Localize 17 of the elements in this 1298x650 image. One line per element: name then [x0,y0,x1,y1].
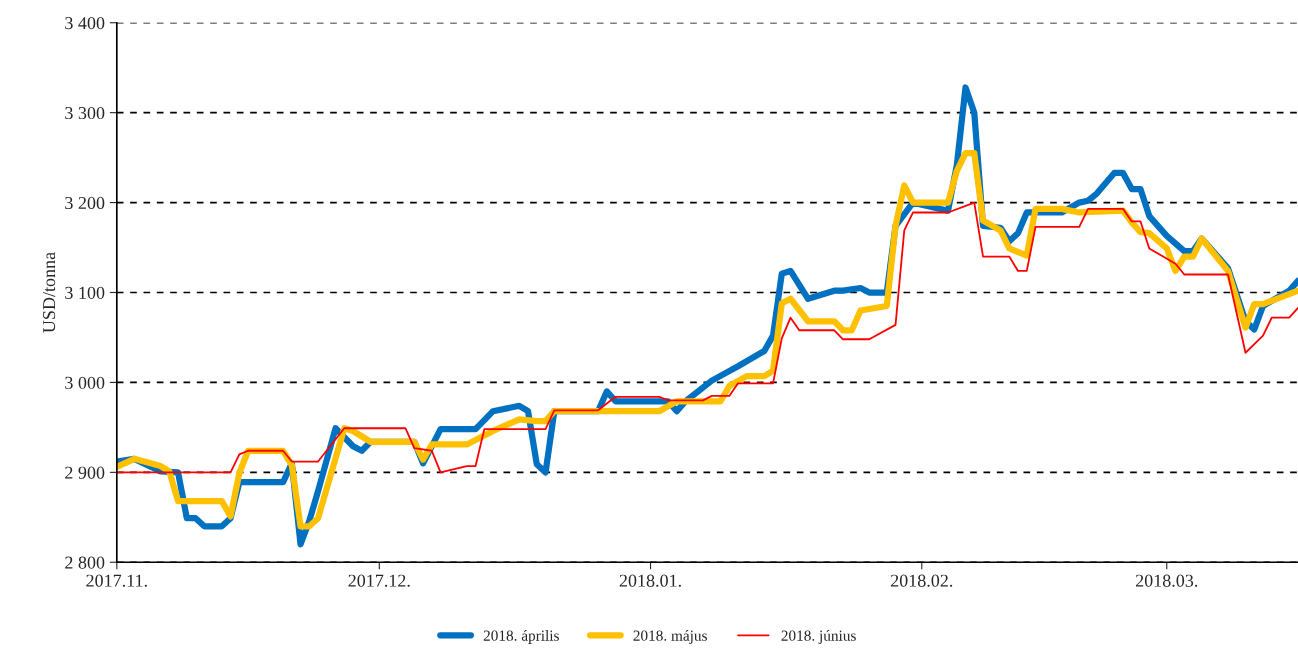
y-tick-label: 3 400 [65,17,105,30]
x-tick-label: 2018.03. [1135,574,1198,587]
y-tick-label: 3 300 [65,106,105,120]
x-tick-label: 2018.02. [890,574,953,587]
legend-label: 2018. május [633,630,707,644]
x-tick-label: 2017.12. [348,574,410,587]
y-tick-label: 3 200 [65,196,105,210]
y-tick-label: 3 100 [65,286,105,299]
y-tick-label: 2 900 [65,466,105,479]
legend-label: 2018. június [781,630,856,644]
y-tick-label: 2 800 [65,556,105,569]
line-series [116,201,1298,474]
legend-label: 2018. április [483,630,559,644]
y-tick-label: 3 000 [65,376,105,389]
x-tick-label: 2017.11. [86,574,147,587]
x-tick-label: 2018.01. [619,574,681,587]
y-axis-title: USD/tonna [43,252,56,333]
